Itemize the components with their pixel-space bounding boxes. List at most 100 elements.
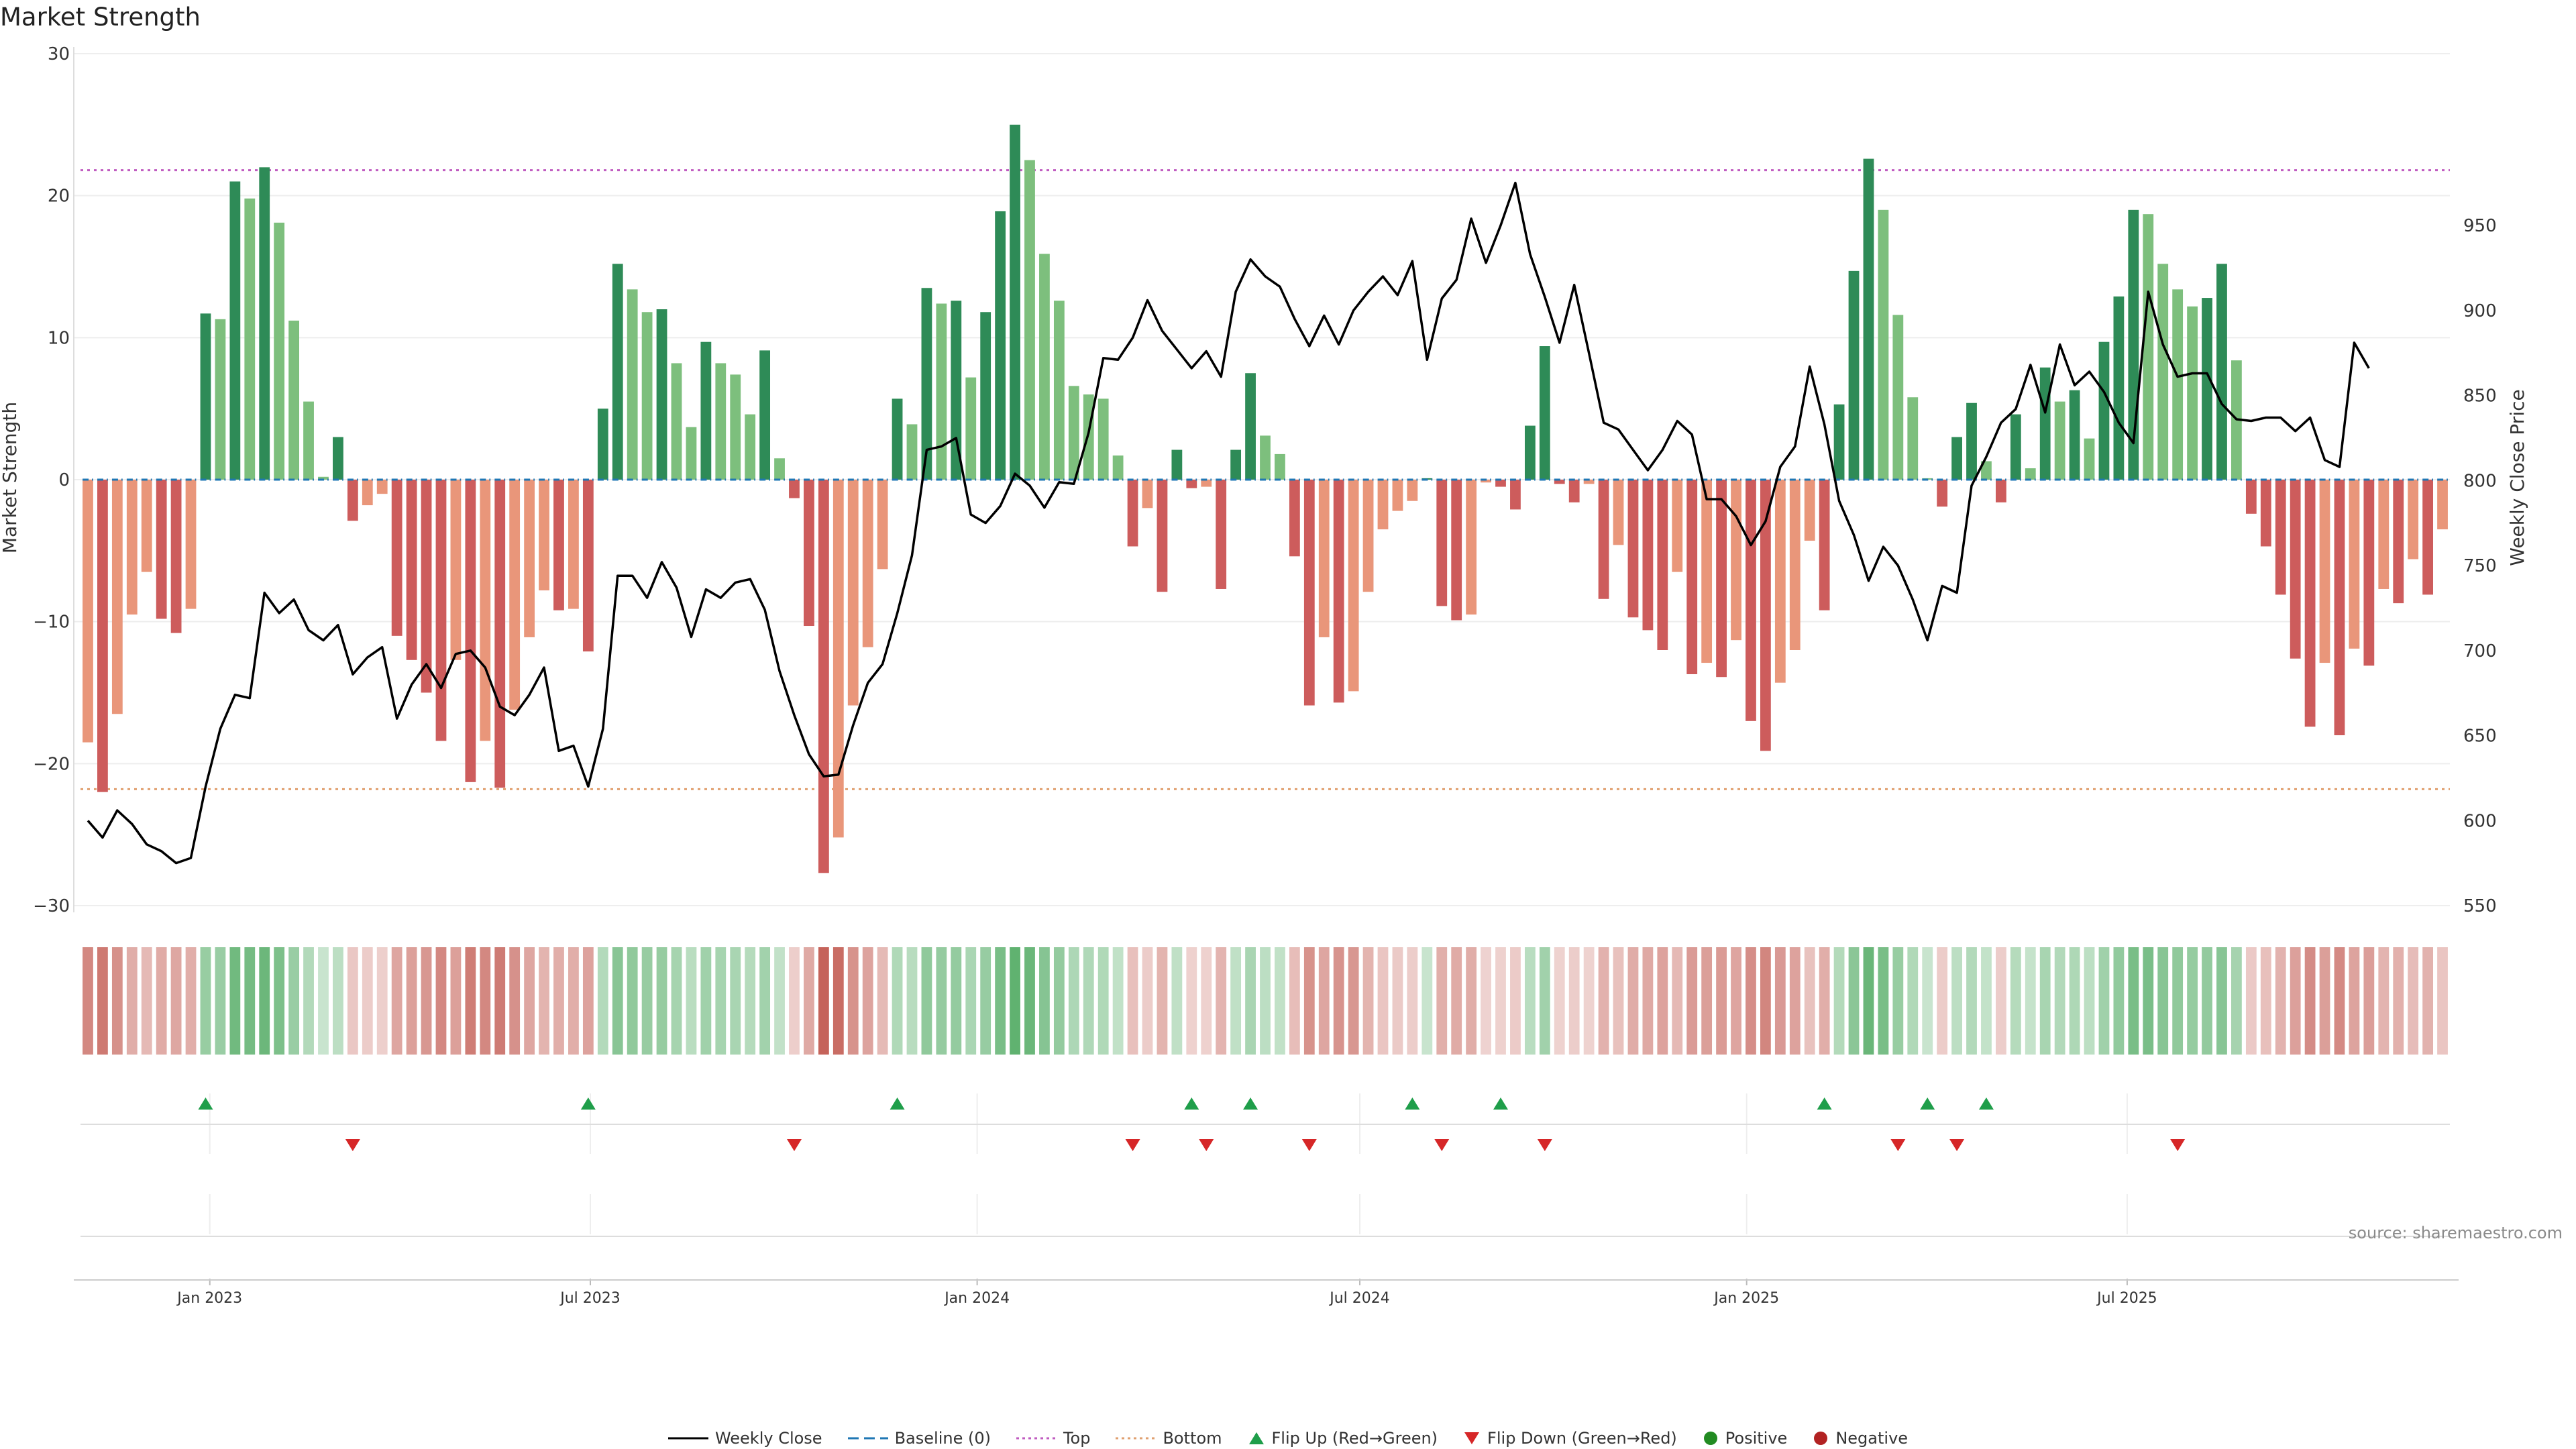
strength-bar bbox=[2408, 480, 2419, 559]
strength-bar bbox=[1716, 480, 1727, 678]
strength-bar bbox=[126, 480, 138, 615]
strength-bar bbox=[1230, 449, 1242, 480]
strength-bar bbox=[612, 264, 623, 480]
weekly-close-path bbox=[87, 181, 2370, 865]
strength-bar bbox=[303, 401, 314, 480]
heat-cell bbox=[2054, 947, 2065, 1055]
heat-cell bbox=[2408, 947, 2419, 1055]
strength-bar bbox=[2275, 480, 2286, 595]
x-axis: Jan 2023 Jul 2023 Jan 2024 Jul 2024 Jan 2025… bbox=[74, 1279, 2459, 1307]
heat-cell bbox=[1892, 947, 1904, 1055]
heat-cell bbox=[1112, 947, 1124, 1055]
heat-cell bbox=[671, 947, 682, 1055]
heat-cell bbox=[1642, 947, 1654, 1055]
heat-cell bbox=[1495, 947, 1506, 1055]
flip-down-marker bbox=[786, 1139, 802, 1151]
strength-bar bbox=[1039, 254, 1050, 480]
strength-bar bbox=[2334, 480, 2345, 735]
heat-cell bbox=[1481, 947, 1491, 1055]
strength-bar bbox=[1275, 453, 1285, 480]
heat-cell bbox=[892, 947, 903, 1055]
heat-cell bbox=[111, 947, 123, 1055]
strength-bar bbox=[450, 480, 462, 660]
strength-bar bbox=[1157, 480, 1168, 592]
heat-cell bbox=[877, 947, 888, 1055]
strength-bar bbox=[1701, 480, 1713, 663]
strength-bar bbox=[2143, 214, 2154, 480]
heat-cell bbox=[1966, 947, 1977, 1055]
heat-cell bbox=[1760, 947, 1771, 1055]
legend-label-bottom: Bottom bbox=[1163, 1429, 1222, 1448]
heat-cell bbox=[553, 947, 564, 1055]
strength-bar bbox=[185, 480, 197, 609]
right-tick-label: 700 bbox=[2463, 641, 2497, 661]
left-tick-label: 20 bbox=[48, 186, 70, 207]
heat-cell bbox=[1053, 947, 1065, 1055]
strength-bar bbox=[1377, 480, 1389, 530]
strength-bar bbox=[1348, 480, 1359, 692]
flip-down-marker bbox=[1125, 1139, 1140, 1151]
heat-cell bbox=[185, 947, 197, 1055]
heat-cell bbox=[1598, 947, 1609, 1055]
heat-cell bbox=[862, 947, 873, 1055]
strength-bar bbox=[1746, 480, 1756, 721]
heat-cell bbox=[1746, 947, 1756, 1055]
heat-cell bbox=[2143, 947, 2154, 1055]
heat-cell bbox=[789, 947, 800, 1055]
heat-cell bbox=[1260, 947, 1271, 1055]
strength-bar bbox=[1097, 398, 1109, 480]
strength-bar bbox=[1657, 480, 1668, 650]
strength-bar bbox=[465, 480, 476, 782]
threshold-lines bbox=[80, 169, 2450, 790]
legend-label-positive: Positive bbox=[1725, 1429, 1788, 1448]
strength-bar bbox=[1127, 480, 1138, 547]
heat-cell bbox=[141, 947, 152, 1055]
strength-bar bbox=[1451, 480, 1462, 621]
heat-cell bbox=[1583, 947, 1595, 1055]
heat-cell bbox=[2260, 947, 2271, 1055]
x-tick-label: Jul 2024 bbox=[1328, 1290, 1390, 1307]
strength-bar bbox=[759, 350, 771, 480]
strength-bar bbox=[1627, 480, 1639, 618]
strength-bar bbox=[539, 480, 549, 591]
strength-bar bbox=[921, 288, 932, 480]
heat-cell bbox=[1333, 947, 1344, 1055]
strength-bar bbox=[141, 480, 152, 572]
strength-bar bbox=[1833, 404, 1845, 480]
strength-bar bbox=[804, 480, 814, 627]
heat-cell bbox=[1421, 947, 1433, 1055]
strength-bar bbox=[2113, 296, 2125, 480]
heat-cell bbox=[1539, 947, 1550, 1055]
strength-bar bbox=[965, 377, 977, 480]
strength-bar bbox=[509, 480, 521, 710]
left-tick-label: −10 bbox=[33, 612, 70, 633]
heat-cell bbox=[804, 947, 814, 1055]
green-dot-icon bbox=[1703, 1432, 1717, 1445]
strength-bar bbox=[1010, 124, 1020, 480]
strength-bar bbox=[627, 289, 638, 480]
right-tick-label: 800 bbox=[2463, 471, 2497, 491]
flip-markers bbox=[80, 1093, 2450, 1237]
strength-bar bbox=[421, 480, 432, 693]
heat-cell bbox=[406, 947, 417, 1055]
strength-bar bbox=[494, 480, 506, 788]
heat-cell bbox=[2437, 947, 2448, 1055]
heat-cell bbox=[612, 947, 623, 1055]
right-tick-label: 900 bbox=[2463, 301, 2497, 321]
heat-cell bbox=[524, 947, 535, 1055]
heat-cell bbox=[1922, 947, 1933, 1055]
heat-cell bbox=[229, 947, 241, 1055]
legend-label-negative: Negative bbox=[1835, 1429, 1909, 1448]
heat-cell bbox=[1157, 947, 1168, 1055]
chart-title: Market Strength bbox=[0, 3, 201, 32]
strength-bar bbox=[1966, 402, 1977, 480]
flip-down-marker bbox=[1949, 1139, 1965, 1151]
strength-bar bbox=[215, 319, 226, 480]
strength-bar bbox=[2172, 289, 2184, 480]
strength-bar bbox=[1303, 480, 1315, 706]
legend-item-bottom: Bottom bbox=[1116, 1429, 1222, 1448]
heat-cell bbox=[833, 947, 844, 1055]
left-tick-label: −30 bbox=[33, 896, 70, 916]
heat-cell bbox=[2128, 947, 2139, 1055]
strength-bar bbox=[847, 480, 859, 706]
